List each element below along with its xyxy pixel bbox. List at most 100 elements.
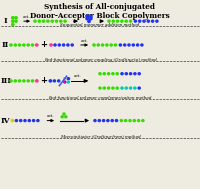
Circle shape <box>115 86 119 90</box>
Circle shape <box>137 72 141 75</box>
Circle shape <box>11 19 15 23</box>
Circle shape <box>36 119 40 122</box>
Circle shape <box>98 119 101 122</box>
Circle shape <box>124 19 128 23</box>
Circle shape <box>66 43 70 47</box>
Circle shape <box>98 86 102 90</box>
Circle shape <box>124 119 128 122</box>
Circle shape <box>119 43 122 47</box>
Circle shape <box>131 43 135 47</box>
Circle shape <box>27 119 31 122</box>
Text: I: I <box>4 17 7 25</box>
Circle shape <box>136 43 139 47</box>
Circle shape <box>62 112 66 116</box>
Circle shape <box>115 119 118 122</box>
Circle shape <box>67 77 70 80</box>
Circle shape <box>133 86 137 90</box>
Circle shape <box>26 79 30 83</box>
Circle shape <box>35 43 39 47</box>
Circle shape <box>142 19 146 23</box>
Text: cat.: cat. <box>81 39 88 43</box>
Circle shape <box>106 119 110 122</box>
Circle shape <box>120 19 124 23</box>
Text: II: II <box>2 41 9 49</box>
Circle shape <box>107 72 110 75</box>
Circle shape <box>55 19 58 23</box>
Text: Macroinitiator (Grafting-from) method: Macroinitiator (Grafting-from) method <box>60 135 140 139</box>
Circle shape <box>85 17 89 20</box>
Circle shape <box>63 19 67 23</box>
Circle shape <box>127 43 131 47</box>
Circle shape <box>32 119 35 122</box>
Circle shape <box>123 43 127 47</box>
Circle shape <box>124 86 128 90</box>
Circle shape <box>48 79 52 83</box>
Text: Donor-Acceptor Block Copolymers: Donor-Acceptor Block Copolymers <box>30 12 170 20</box>
Circle shape <box>14 43 17 47</box>
Circle shape <box>129 72 132 75</box>
Circle shape <box>62 43 65 47</box>
Circle shape <box>129 19 132 23</box>
Circle shape <box>120 86 124 90</box>
Circle shape <box>53 79 56 83</box>
Circle shape <box>38 19 41 23</box>
Circle shape <box>70 43 74 47</box>
Circle shape <box>14 16 18 19</box>
Circle shape <box>102 86 106 90</box>
Circle shape <box>9 43 13 47</box>
Circle shape <box>89 17 93 20</box>
Text: III: III <box>0 77 11 85</box>
Circle shape <box>15 119 18 122</box>
Circle shape <box>14 79 17 83</box>
Circle shape <box>11 16 15 19</box>
Text: Sequential monomer addition method: Sequential monomer addition method <box>60 23 140 27</box>
Circle shape <box>107 86 110 90</box>
Circle shape <box>102 119 105 122</box>
Circle shape <box>101 43 104 47</box>
Text: End-functional polymer coupling (Grafting-to) method: End-functional polymer coupling (Graftin… <box>44 58 156 62</box>
Circle shape <box>59 19 63 23</box>
Text: Synthesis of All-conjugated: Synthesis of All-conjugated <box>44 3 156 11</box>
Circle shape <box>49 43 53 47</box>
Circle shape <box>10 119 14 122</box>
Circle shape <box>89 14 93 18</box>
Circle shape <box>112 19 115 23</box>
Circle shape <box>22 79 26 83</box>
Circle shape <box>23 119 27 122</box>
Circle shape <box>105 43 109 47</box>
Circle shape <box>116 19 119 23</box>
Circle shape <box>129 86 132 90</box>
Circle shape <box>11 23 15 26</box>
Circle shape <box>31 43 34 47</box>
Circle shape <box>120 72 124 75</box>
Circle shape <box>26 43 30 47</box>
Circle shape <box>137 86 141 90</box>
Circle shape <box>53 43 57 47</box>
Circle shape <box>85 14 89 18</box>
Circle shape <box>50 19 54 23</box>
Circle shape <box>98 72 102 75</box>
Circle shape <box>115 72 119 75</box>
Circle shape <box>146 19 150 23</box>
Circle shape <box>109 43 113 47</box>
Circle shape <box>33 19 37 23</box>
Circle shape <box>14 19 18 23</box>
Circle shape <box>107 19 111 23</box>
Circle shape <box>93 119 97 122</box>
Circle shape <box>137 119 140 122</box>
Text: +: + <box>40 40 48 50</box>
Circle shape <box>111 72 115 75</box>
Circle shape <box>151 19 154 23</box>
Text: End-functional polymer copolymerization method: End-functional polymer copolymerization … <box>48 96 152 100</box>
Circle shape <box>92 43 96 47</box>
Circle shape <box>57 79 60 83</box>
Text: cat.: cat. <box>47 114 55 118</box>
Text: IV: IV <box>1 117 10 125</box>
Circle shape <box>132 119 136 122</box>
Circle shape <box>114 43 117 47</box>
Circle shape <box>96 43 100 47</box>
Circle shape <box>102 72 106 75</box>
Circle shape <box>58 43 61 47</box>
Circle shape <box>60 115 64 119</box>
Circle shape <box>31 79 34 83</box>
